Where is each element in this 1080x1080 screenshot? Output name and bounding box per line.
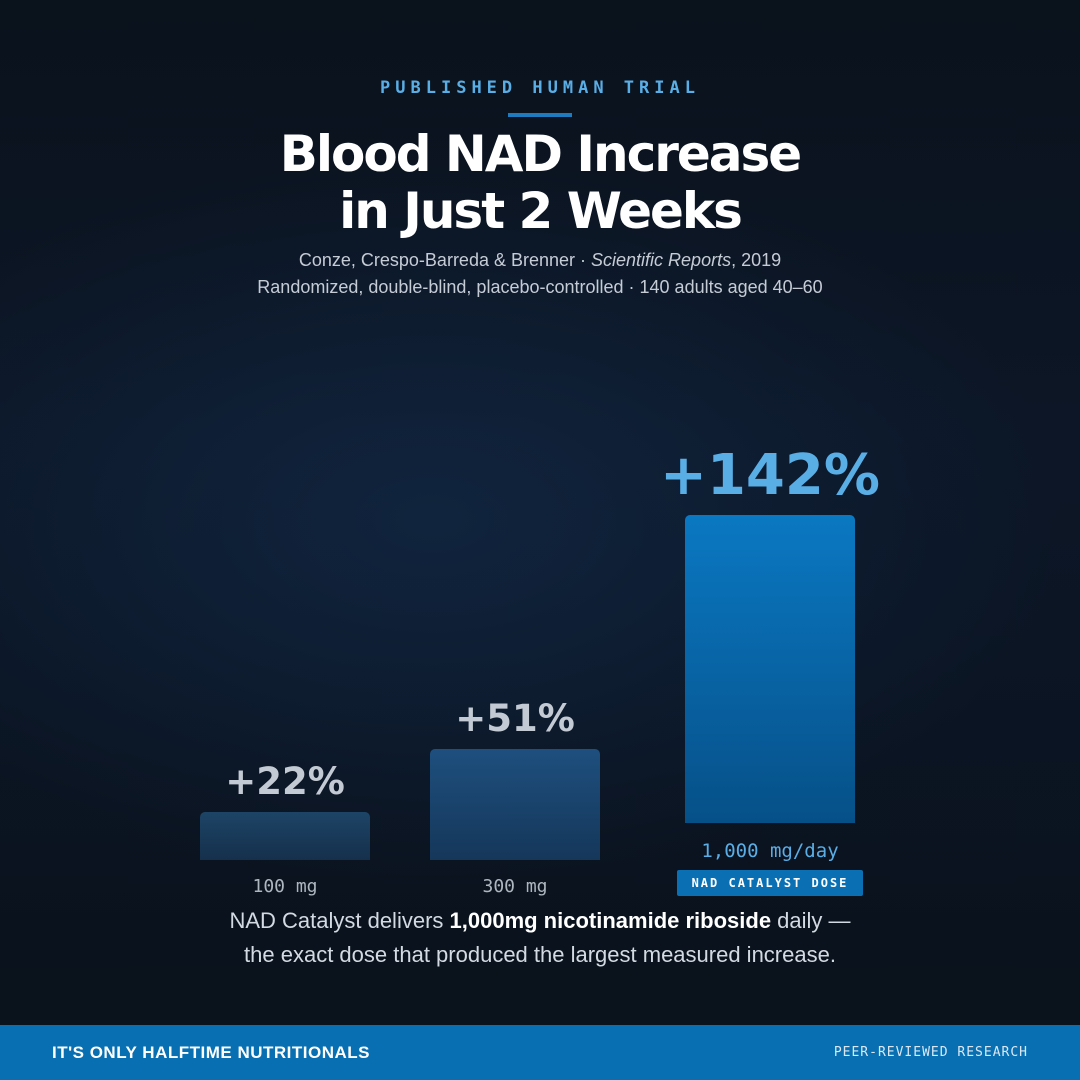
footer-brand: IT'S ONLY HALFTIME NUTRITIONALS	[52, 1043, 370, 1062]
value-label-1: +22%	[225, 760, 345, 803]
eyebrow-divider	[508, 113, 572, 117]
value-label-2: +51%	[455, 697, 575, 740]
citation-year: , 2019	[731, 250, 782, 270]
nad-catalyst-dose-badge: NAD CATALYST DOSE	[677, 870, 863, 896]
bar-1	[200, 812, 370, 860]
page-title: Blood NAD Increase in Just 2 Weeks	[0, 126, 1080, 240]
bar-3	[685, 515, 855, 823]
category-label-2: 300 mg	[482, 876, 548, 897]
footer-tagline: PEER-REVIEWED RESEARCH	[833, 1045, 1028, 1060]
value-label-3: +142%	[660, 443, 880, 508]
citation-line-1: Conze, Crespo-Barreda & Brenner · Scient…	[0, 250, 1080, 271]
tagline-pre: NAD Catalyst delivers	[229, 908, 450, 933]
tagline-bold: 1,000mg nicotinamide riboside	[449, 908, 772, 933]
citation-authors: Conze, Crespo-Barreda & Brenner ·	[298, 250, 592, 270]
title-line-2: in Just 2 Weeks	[339, 182, 743, 240]
bar-2	[430, 749, 600, 860]
citation-journal: Scientific Reports	[591, 250, 732, 270]
eyebrow-label: PUBLISHED HUMAN TRIAL	[380, 78, 700, 98]
tagline-line-1: NAD Catalyst delivers 1,000mg nicotinami…	[0, 908, 1080, 934]
category-label-3: 1,000 mg/day	[701, 840, 839, 862]
category-label-1: 100 mg	[252, 876, 318, 897]
tagline-post: daily —	[771, 908, 851, 933]
citation-line-2: Randomized, double-blind, placebo-contro…	[257, 277, 823, 297]
title-line-1: Blood NAD Increase	[279, 125, 802, 183]
footer-bar: IT'S ONLY HALFTIME NUTRITIONALS PEER-REV…	[0, 1025, 1080, 1080]
tagline-line-2: the exact dose that produced the largest…	[244, 942, 836, 967]
